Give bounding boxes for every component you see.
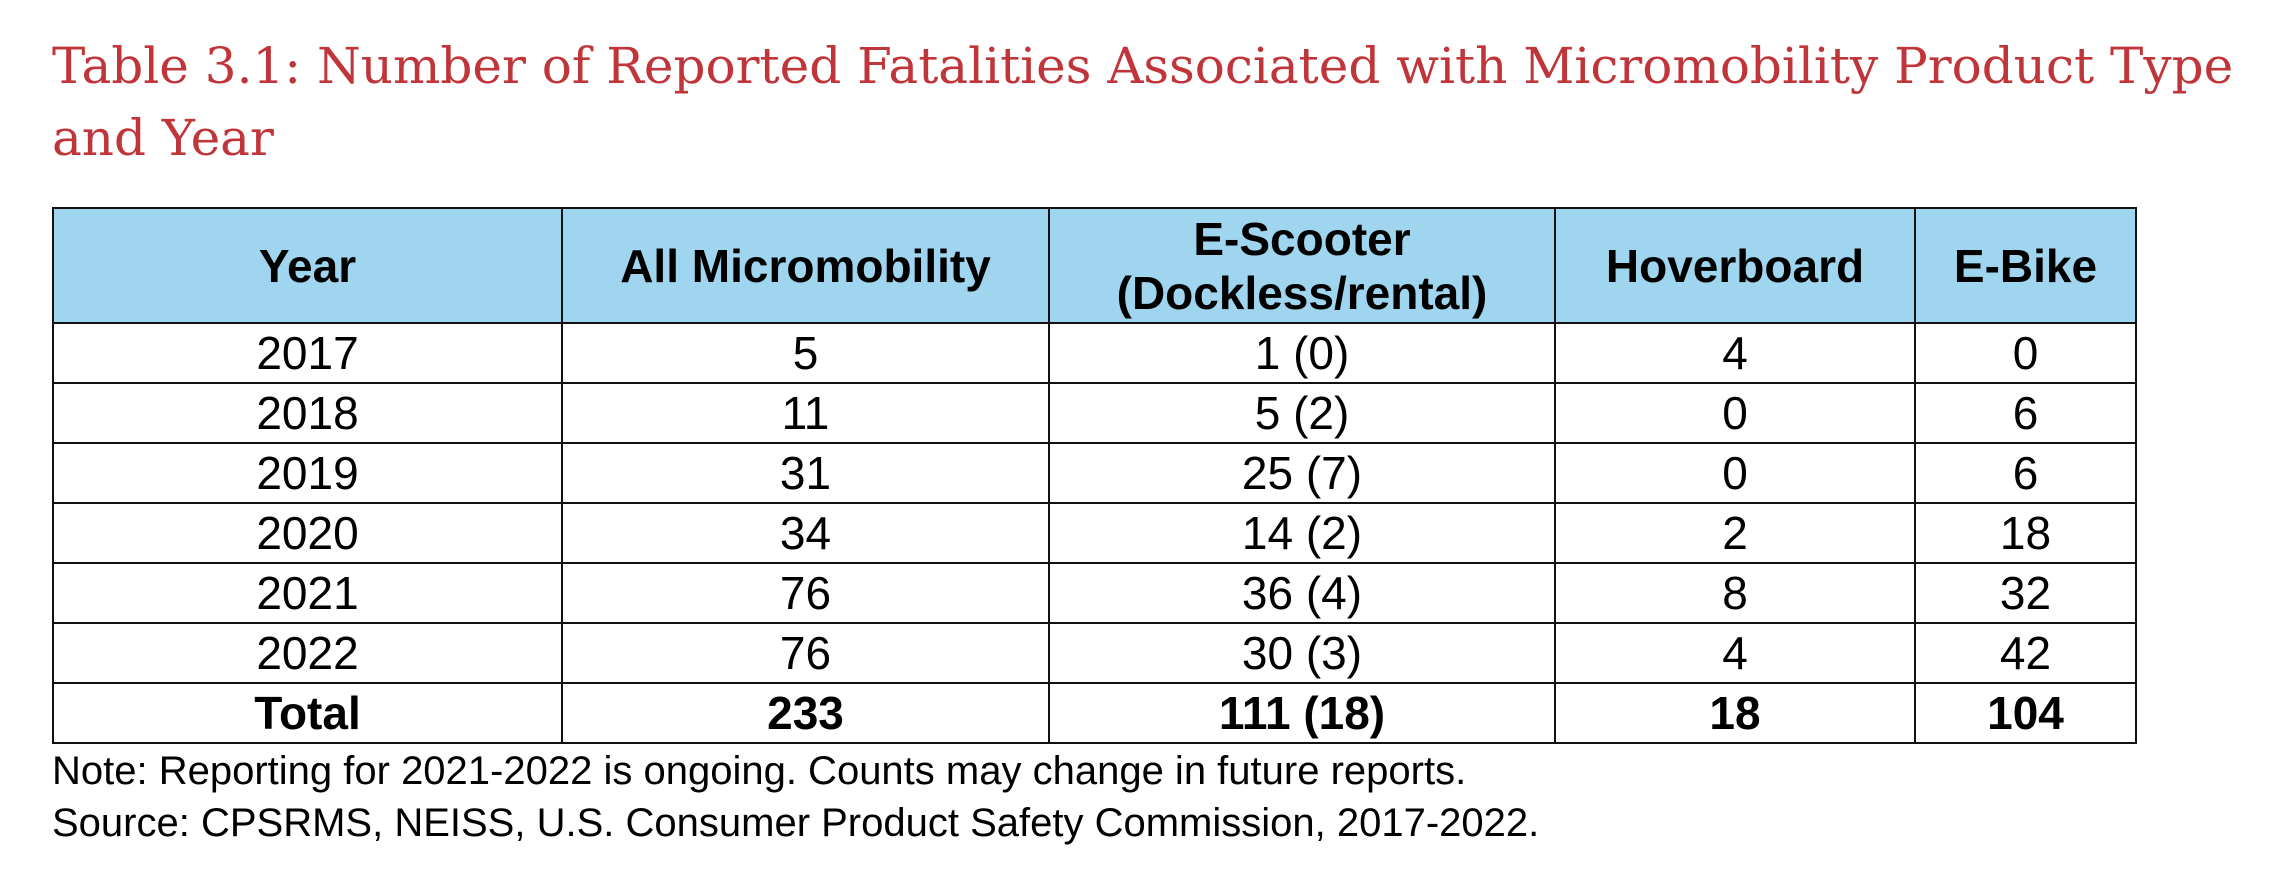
- header-e-scooter-line1: E-Scooter: [1193, 212, 1411, 265]
- cell-e-scooter: 5 (2): [1048, 382, 1556, 444]
- cell-year: 2017: [52, 322, 563, 384]
- cell-e-scooter: 25 (7): [1048, 442, 1556, 504]
- cell-all: 76: [561, 562, 1050, 624]
- cell-year: 2019: [52, 442, 563, 504]
- cell-all: 5: [561, 322, 1050, 384]
- cell-e-bike: 18: [1914, 502, 2137, 564]
- total-hoverboard: 18: [1554, 682, 1916, 744]
- cell-e-bike: 42: [1914, 622, 2137, 684]
- header-year: Year: [52, 207, 563, 324]
- cell-e-scooter: 36 (4): [1048, 562, 1556, 624]
- header-all-micromobility: All Micromobility: [561, 207, 1050, 324]
- note-text: Note: Reporting for 2021-2022 is ongoing…: [52, 749, 1467, 793]
- source-text: Source: CPSRMS, NEISS, U.S. Consumer Pro…: [52, 801, 1540, 845]
- fatalities-table: Year All Micromobility E-Scooter (Dockle…: [52, 207, 2137, 744]
- cell-hoverboard: 8: [1554, 562, 1916, 624]
- cell-year: 2022: [52, 622, 563, 684]
- table-row: 2019 31 25 (7) 0 6: [52, 442, 2137, 504]
- total-all: 233: [561, 682, 1050, 744]
- header-e-scooter-line2: (Dockless/rental): [1116, 266, 1488, 319]
- cell-e-bike: 0: [1914, 322, 2137, 384]
- cell-all: 34: [561, 502, 1050, 564]
- table-notes: Note: Reporting for 2021-2022 is ongoing…: [52, 745, 1539, 849]
- cell-hoverboard: 4: [1554, 622, 1916, 684]
- header-row: Year All Micromobility E-Scooter (Dockle…: [52, 207, 2137, 324]
- header-e-bike: E-Bike: [1914, 207, 2137, 324]
- total-e-scooter: 111 (18): [1048, 682, 1556, 744]
- cell-all: 11: [561, 382, 1050, 444]
- cell-e-scooter: 30 (3): [1048, 622, 1556, 684]
- total-e-bike: 104: [1914, 682, 2137, 744]
- cell-year: 2018: [52, 382, 563, 444]
- cell-all: 76: [561, 622, 1050, 684]
- cell-e-bike: 6: [1914, 442, 2137, 504]
- cell-hoverboard: 2: [1554, 502, 1916, 564]
- table-row: 2017 5 1 (0) 4 0: [52, 322, 2137, 384]
- cell-e-bike: 6: [1914, 382, 2137, 444]
- cell-hoverboard: 0: [1554, 442, 1916, 504]
- total-label: Total: [52, 682, 563, 744]
- total-row: Total 233 111 (18) 18 104: [52, 682, 2137, 744]
- cell-year: 2020: [52, 502, 563, 564]
- cell-e-bike: 32: [1914, 562, 2137, 624]
- cell-year: 2021: [52, 562, 563, 624]
- table-row: 2018 11 5 (2) 0 6: [52, 382, 2137, 444]
- cell-hoverboard: 4: [1554, 322, 1916, 384]
- table-row: 2020 34 14 (2) 2 18: [52, 502, 2137, 564]
- cell-all: 31: [561, 442, 1050, 504]
- table-row: 2022 76 30 (3) 4 42: [52, 622, 2137, 684]
- cell-e-scooter: 14 (2): [1048, 502, 1556, 564]
- cell-hoverboard: 0: [1554, 382, 1916, 444]
- table-row: 2021 76 36 (4) 8 32: [52, 562, 2137, 624]
- header-hoverboard: Hoverboard: [1554, 207, 1916, 324]
- header-e-scooter: E-Scooter (Dockless/rental): [1048, 207, 1556, 324]
- table-title: Table 3.1: Number of Reported Fatalities…: [52, 37, 2234, 167]
- cell-e-scooter: 1 (0): [1048, 322, 1556, 384]
